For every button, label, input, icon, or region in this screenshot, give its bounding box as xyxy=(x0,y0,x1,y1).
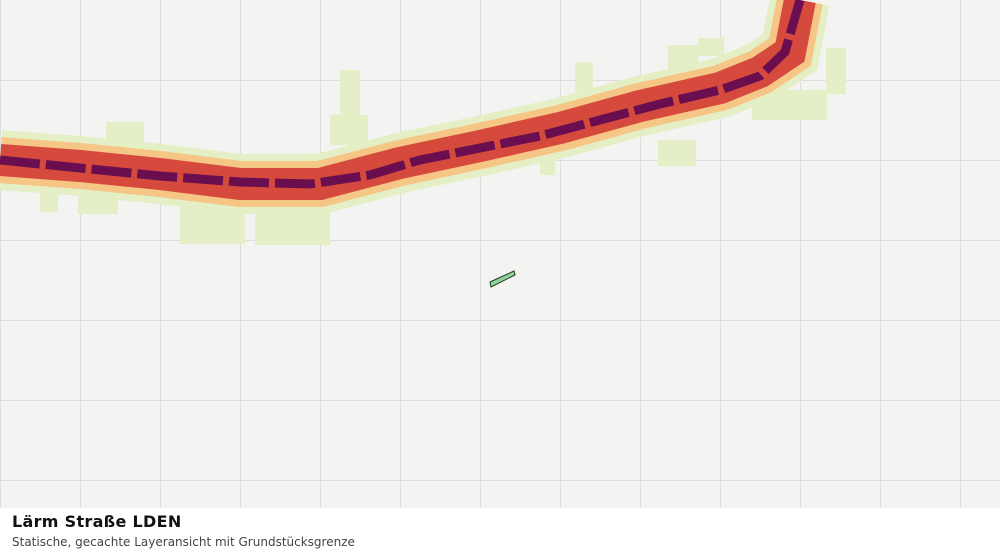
layer-subtitle: Statische, gecachte Layeransicht mit Gru… xyxy=(12,535,355,549)
map-view xyxy=(0,0,1000,508)
parcel-boundary xyxy=(489,270,516,288)
map-background xyxy=(0,0,1000,508)
caption: Lärm Straße LDEN Statische, gecachte Lay… xyxy=(12,512,355,549)
noise-zone-low xyxy=(40,38,846,245)
layer-title: Lärm Straße LDEN xyxy=(12,512,182,531)
noise-layer xyxy=(0,0,846,245)
